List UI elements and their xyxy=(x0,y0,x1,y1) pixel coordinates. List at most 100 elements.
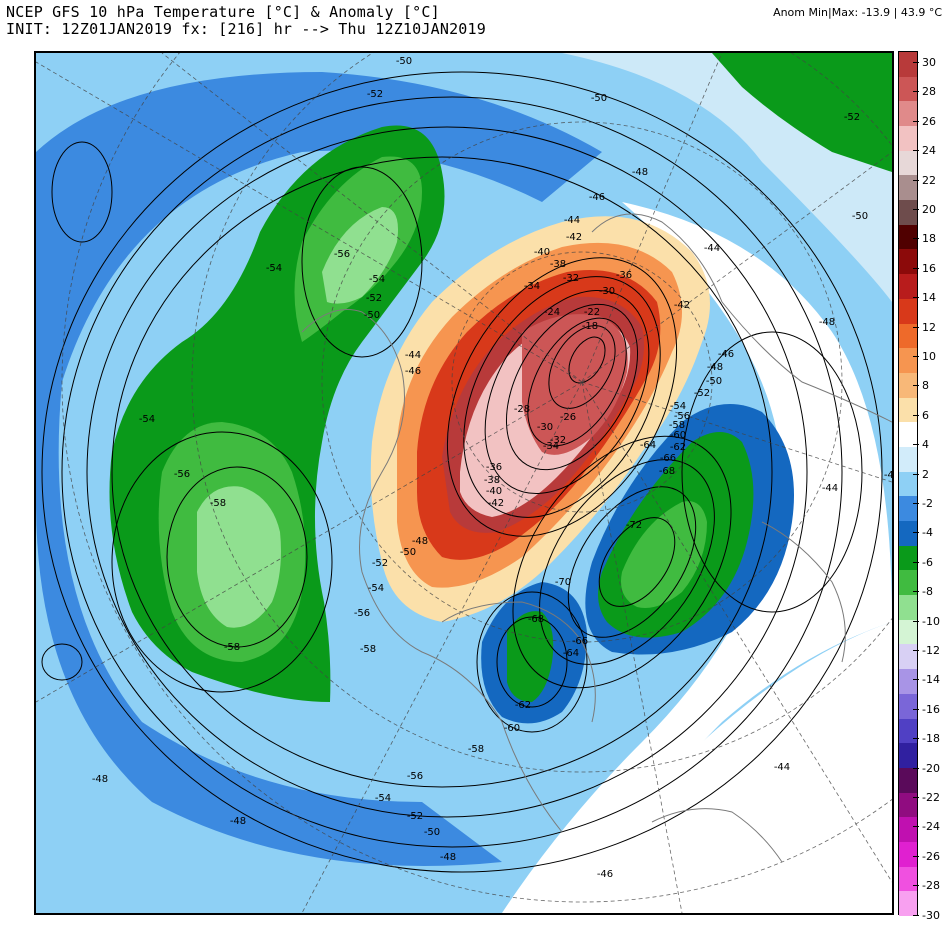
contour-label: -48 xyxy=(230,816,246,827)
contour-label: -56 xyxy=(334,249,350,260)
contour-label: -54 xyxy=(266,263,282,274)
colorbar-segment xyxy=(899,891,917,917)
colorbar-segment xyxy=(899,348,917,374)
contour-label: -50 xyxy=(424,827,440,838)
colorbar-segment xyxy=(899,841,917,868)
colorbar-segment xyxy=(899,422,917,448)
colorbar-segment xyxy=(899,323,917,349)
contour-label: -48 xyxy=(632,167,648,178)
colorbar-tick xyxy=(913,826,919,828)
colorbar-tick xyxy=(913,885,919,887)
contour-label: -56 xyxy=(674,411,690,422)
contour-label: -60 xyxy=(670,430,686,441)
contour-label: -48 xyxy=(440,852,456,863)
colorbar-label: 16 xyxy=(922,261,936,275)
anomaly-green-ne-corner xyxy=(712,53,892,172)
contour-label: -36 xyxy=(486,462,502,473)
contour-label: -54 xyxy=(368,583,384,594)
colorbar-segment xyxy=(899,471,917,497)
contour-label: -54 xyxy=(369,274,385,285)
colorbar-label: -4 xyxy=(922,526,933,540)
colorbar-tick xyxy=(913,414,919,416)
contour-label: -48 xyxy=(819,317,835,328)
colorbar-segment xyxy=(899,595,917,621)
colorbar-label: 18 xyxy=(922,232,936,246)
contour-label: -38 xyxy=(550,259,566,270)
colorbar-label: -14 xyxy=(922,673,940,687)
colorbar-segment xyxy=(899,743,917,769)
colorbar-label: 22 xyxy=(922,173,936,187)
anomaly-green-core-nw xyxy=(322,207,398,304)
colorbar-segment xyxy=(899,496,917,522)
colorbar-segment xyxy=(899,792,917,818)
contour-label: -50 xyxy=(364,310,380,321)
contour-label: -46 xyxy=(597,869,613,880)
colorbar-segment xyxy=(899,274,917,300)
contour-label: -50 xyxy=(852,211,868,222)
colorbar-label: 6 xyxy=(922,408,929,422)
colorbar-tick xyxy=(913,356,919,357)
contour-label: -30 xyxy=(537,422,553,433)
contour-label: -50 xyxy=(396,56,412,67)
coastlines xyxy=(301,213,892,863)
chart-title: NCEP GFS 10 hPa Temperature [°C] & Anoma… xyxy=(6,3,440,21)
contour-label: -42 xyxy=(488,498,504,509)
colorbar-label: -2 xyxy=(922,497,933,510)
colorbar-tick xyxy=(913,267,919,269)
colorbar-tick xyxy=(913,385,919,387)
contour-label: -40 xyxy=(486,486,502,497)
colorbar-segment xyxy=(899,644,917,670)
colorbar-tick xyxy=(913,855,919,857)
colorbar-segment xyxy=(899,126,917,152)
colorbar-label: 24 xyxy=(922,144,936,158)
contour-label: -34 xyxy=(524,281,540,292)
contour-label: -58 xyxy=(669,420,685,431)
contour-label: -44 xyxy=(704,243,720,254)
colorbar-label: 2 xyxy=(922,467,929,481)
contour-label: -66 xyxy=(572,636,588,647)
contour-label: -52 xyxy=(367,89,383,100)
contour-label: -38 xyxy=(484,475,500,486)
contour-label: -18 xyxy=(582,321,598,332)
colorbar-tick xyxy=(913,179,919,181)
colorbar-label: -10 xyxy=(922,614,940,628)
contour-label: -50 xyxy=(591,93,607,104)
contour-label: -28 xyxy=(514,404,530,415)
contour-label: -42 xyxy=(566,232,582,243)
colorbar-label: -16 xyxy=(922,702,940,716)
anomaly-neutral-east xyxy=(502,202,892,913)
contour-label: -60 xyxy=(504,723,520,734)
contour-label: -58 xyxy=(210,498,226,509)
anomaly-green-east-core xyxy=(621,501,707,608)
colorbar-label: -18 xyxy=(922,732,940,746)
colorbar-tick xyxy=(913,797,919,798)
colorbar-label: 20 xyxy=(922,203,936,216)
colorbar-label: -26 xyxy=(922,849,940,863)
contour-label: -52 xyxy=(372,558,388,569)
colorbar-label: 10 xyxy=(922,350,936,363)
contour-labels: -50-52 -50-52-48-50-46-44-44-56-54-54-52-… xyxy=(92,56,892,880)
colorbar-label: 8 xyxy=(922,379,929,393)
colorbar-label: 26 xyxy=(922,114,936,128)
contour-label: -44 xyxy=(774,762,790,773)
contour-label: -58 xyxy=(224,642,240,653)
contour-label: -72 xyxy=(626,520,642,531)
colorbar-tick xyxy=(913,503,919,504)
contour-label: -56 xyxy=(354,608,370,619)
contour-label: -24 xyxy=(544,307,560,318)
contour-label: -62 xyxy=(670,442,686,453)
colorbar-tick xyxy=(913,532,919,534)
colorbar-tick xyxy=(913,650,919,651)
colorbar-segment xyxy=(899,397,917,423)
colorbar-segment xyxy=(899,767,917,794)
contour-label: -44 xyxy=(564,215,580,226)
colorbar-segment xyxy=(899,570,917,596)
init-forecast-line: INIT: 12Z01JAN2019 fx: [216] hr --> Thu … xyxy=(6,20,486,38)
map-panel[interactable]: -50 -52 -50 -52 -48 -50 -46 -44 -44 -56 -54 -54 -52-… xyxy=(34,51,894,915)
colorbar-segment xyxy=(899,693,917,719)
colorbar-tick xyxy=(913,444,919,446)
colorbar-label: 14 xyxy=(922,291,936,305)
contour-label: -54 xyxy=(670,401,686,412)
colorbar-tick xyxy=(913,150,919,152)
contour-label: -46 xyxy=(718,349,734,360)
